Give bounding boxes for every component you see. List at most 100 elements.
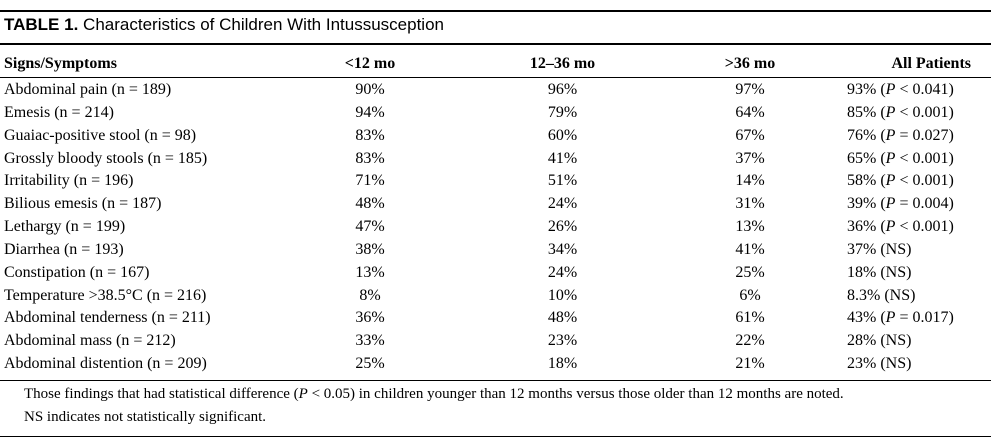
- cell-all-patients: 58% (P < 0.001): [825, 170, 993, 193]
- table-row: Constipation (n = 167) 13% 24% 25% 18% (NS): [0, 262, 993, 285]
- cell-all-patients: 85% (P < 0.001): [825, 102, 993, 125]
- footnote-ns: NS indicates not statistically significa…: [24, 409, 267, 425]
- all-patients-percent: 85%: [847, 103, 877, 121]
- cell-gt36: 41%: [735, 240, 765, 258]
- table-caption: Characteristics of Children With Intussu…: [83, 15, 444, 34]
- all-patients-percent: 28% (NS): [847, 332, 912, 350]
- cell-lt12: 38%: [355, 240, 385, 258]
- cell-12-36: 96%: [547, 81, 578, 98]
- p-value: < 0.001): [895, 172, 954, 190]
- cell-lt12: 33%: [355, 332, 385, 350]
- cell-gt36: 22%: [735, 332, 765, 350]
- footnote-significance: Those findings that had statistical diff…: [24, 386, 844, 403]
- table-row: Bilious emesis (n = 187) 48% 24% 31% 39% (P …: [0, 193, 993, 216]
- p-open: (: [876, 126, 886, 144]
- table-body: Abdominal pain (n = 189) 90% 96% 97% 93% (P …: [0, 77, 993, 376]
- table-number: TABLE 1.: [4, 15, 79, 34]
- characteristics-table: Signs/Symptoms <12 mo 12–36 mo >36 mo Al…: [0, 50, 993, 376]
- p-symbol: P: [885, 103, 896, 121]
- cell-12-36: 79%: [547, 103, 578, 121]
- cell-12-36: 51%: [547, 172, 578, 190]
- cell-sign: Emesis (n = 214): [4, 103, 114, 121]
- cell-lt12: 90%: [355, 81, 385, 98]
- cell-lt12: 83%: [355, 126, 385, 144]
- cell-lt12: 83%: [355, 149, 385, 167]
- cell-lt12: 48%: [355, 195, 385, 213]
- cell-sign: Abdominal mass (n = 212): [4, 332, 176, 350]
- cell-all-patients: 37% (NS): [825, 239, 993, 262]
- cell-gt36: 14%: [735, 172, 765, 190]
- p-open: (: [876, 149, 886, 167]
- cell-all-patients: 18% (NS): [825, 262, 993, 285]
- p-open: (: [876, 195, 886, 213]
- cell-sign: Irritability (n = 196): [4, 172, 134, 190]
- cell-gt36: 6%: [739, 286, 761, 304]
- cell-12-36: 23%: [547, 332, 578, 350]
- cell-12-36: 18%: [547, 355, 578, 373]
- header-gt36: >36 mo: [724, 55, 776, 72]
- all-patients-percent: 76%: [847, 126, 877, 144]
- cell-all-patients: 65% (P < 0.001): [825, 148, 993, 171]
- body-rule: [0, 380, 991, 381]
- cell-lt12: 13%: [355, 263, 385, 281]
- cell-lt12: 71%: [355, 172, 385, 190]
- cell-lt12: 94%: [355, 103, 385, 121]
- header-12-36: 12–36 mo: [529, 55, 596, 72]
- cell-sign: Constipation (n = 167): [4, 263, 150, 281]
- cell-sign: Guaiac-positive stool (n = 98): [4, 126, 197, 144]
- all-patients-percent: 58%: [847, 172, 877, 190]
- p-symbol: P: [885, 149, 896, 167]
- p-value: = 0.027): [895, 126, 954, 144]
- title-rule: [0, 43, 991, 45]
- cell-12-36: 41%: [547, 149, 578, 167]
- footnote-text: Those findings that had statistical diff…: [24, 386, 299, 402]
- all-patients-percent: 8.3% (NS): [847, 286, 916, 304]
- header-lt12: <12 mo: [344, 55, 396, 72]
- cell-lt12: 25%: [355, 355, 385, 373]
- all-patients-percent: 39%: [847, 195, 877, 213]
- table-row: Grossly bloody stools (n = 185) 83% 41% 37%…: [0, 148, 993, 171]
- table-title: TABLE 1. Characteristics of Children Wit…: [4, 15, 444, 35]
- cell-gt36: 31%: [735, 195, 765, 213]
- all-patients-percent: 23% (NS): [847, 355, 912, 373]
- cell-12-36: 10%: [547, 286, 578, 304]
- p-open: (: [876, 172, 886, 190]
- all-patients-percent: 43%: [847, 309, 877, 327]
- cell-12-36: 24%: [547, 195, 578, 213]
- p-open: (: [876, 218, 886, 236]
- cell-all-patients: 93% (P < 0.041): [825, 77, 993, 102]
- all-patients-percent: 65%: [847, 149, 877, 167]
- header-signs: Signs/Symptoms: [4, 55, 117, 72]
- p-symbol: P: [885, 126, 896, 144]
- cell-lt12: 47%: [355, 218, 385, 236]
- table-row: Guaiac-positive stool (n = 98) 83% 60% 67% 7…: [0, 125, 993, 148]
- table-row: Abdominal distention (n = 209) 25% 18% 21% 2…: [0, 353, 993, 376]
- cell-sign: Abdominal tenderness (n = 211): [4, 309, 211, 327]
- cell-sign: Lethargy (n = 199): [4, 218, 126, 236]
- p-symbol: P: [885, 195, 896, 213]
- all-patients-percent: 93%: [847, 81, 877, 98]
- p-value: < 0.001): [895, 149, 954, 167]
- p-open: (: [876, 309, 886, 327]
- p-symbol: P: [885, 172, 896, 190]
- cell-all-patients: 76% (P = 0.027): [825, 125, 993, 148]
- p-value: < 0.001): [895, 218, 954, 236]
- cell-all-patients: 23% (NS): [825, 353, 993, 376]
- p-open: (: [876, 103, 886, 121]
- cell-all-patients: 8.3% (NS): [825, 285, 993, 308]
- cell-gt36: 25%: [735, 263, 765, 281]
- p-value: < 0.041): [895, 81, 954, 98]
- header-rule: [0, 77, 991, 78]
- cell-gt36: 64%: [735, 103, 765, 121]
- table-row: Irritability (n = 196) 71% 51% 14% 58% (P < …: [0, 170, 993, 193]
- cell-all-patients: 43% (P = 0.017): [825, 307, 993, 330]
- cell-sign: Abdominal distention (n = 209): [4, 355, 207, 373]
- table-row: Diarrhea (n = 193) 38% 34% 41% 37% (NS): [0, 239, 993, 262]
- p-symbol: P: [885, 309, 896, 327]
- table-row: Abdominal pain (n = 189) 90% 96% 97% 93% (P …: [0, 77, 993, 102]
- cell-12-36: 34%: [547, 240, 578, 258]
- p-open: (: [876, 81, 886, 98]
- p-symbol: P: [885, 218, 896, 236]
- all-patients-percent: 36%: [847, 218, 877, 236]
